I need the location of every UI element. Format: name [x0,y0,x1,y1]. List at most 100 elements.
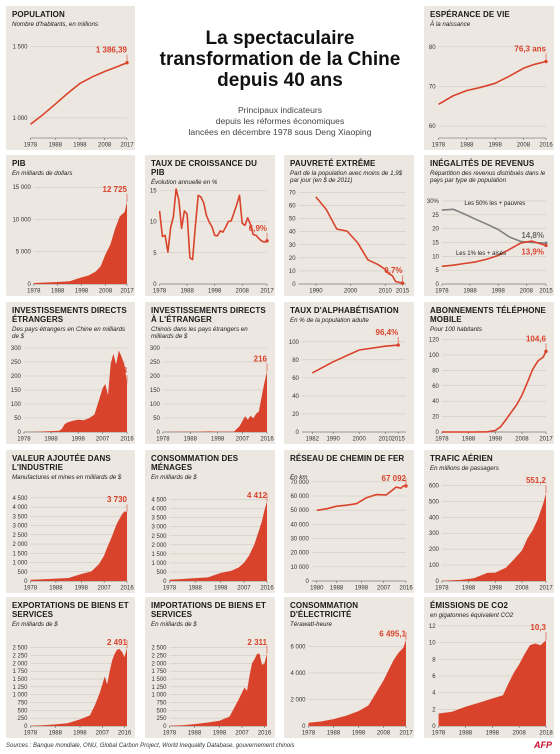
y-tick-label: 750 [17,701,28,707]
y-tick-label: 4 000 [12,505,28,511]
y-tick-label: 0 [296,430,300,436]
subtitle-line-1: Principaux indicateurs [237,105,323,115]
y-tick-label: 500 [17,708,28,714]
y-tick-label: 10 [150,220,157,226]
last-value-label: 216 [254,354,268,363]
title-line-2: transformation de la Chine [159,49,401,70]
chart-svg: 0 10 000 20 000 30 000 40 000 50 000 60 000 70 … [290,474,413,592]
x-tick-label: 1988 [188,731,202,737]
chart-svg: 0 10 20 30 40 50 60 70 1990 2000 2010 2015 0,7% [289,191,410,295]
end-point [544,243,548,248]
chart-subtitle: En milliards de dollars [12,170,73,177]
y-tick-label: 10 [432,254,439,260]
chart-subtitle: En % de la population adulte [290,317,369,324]
x-tick-label: 2016 [399,586,413,592]
chart-subtitle: Pour 100 habitants [430,326,482,333]
x-tick-label: 2008 [515,586,529,592]
series-area [308,639,406,726]
y-tick-label: 4 [432,691,436,697]
x-tick-label: 1978 [302,731,316,737]
x-tick-label: 1998 [213,731,227,737]
y-tick-label: 200 [429,547,440,553]
y-tick-label: 50 [153,416,160,422]
series-area [441,493,546,581]
x-tick-label: 2008 [520,289,534,295]
y-tick-label: 0 [163,579,167,585]
x-tick-label: 2007 [235,731,249,737]
end-point [404,484,408,488]
x-tick-label: 1978 [432,731,446,737]
x-tick-label: 2018 [539,731,553,737]
y-tick-label: 1 750 [151,669,167,675]
chart-subtitle: À la naissance [430,21,471,28]
y-tick-label: 2 000 [12,661,28,667]
series-line [30,61,128,125]
y-tick-label: 80 [432,368,439,374]
x-tick-label: 1998 [75,289,89,295]
x-tick-label: 1978 [17,437,31,443]
y-tick-label: 1 000 [151,561,167,567]
chart-svg: 0 5 10 15 20 25 30% 1978 1988 1998 2008 2015 Les 50%… [427,199,553,295]
label-poor: Les 50% les + pauvres [464,201,525,207]
x-tick-label: 1990 [326,437,340,443]
y-tick-label: 20 [292,412,299,418]
y-tick-label: 1 500 [12,551,28,557]
y-tick-label: 40 [432,399,439,405]
last-value-label: 0,7% [384,266,402,275]
chart-title: ESPÉRANCE DE VIE [430,10,510,19]
panel-population: POPULATION Nombre d'habitants, en million… [6,6,135,150]
y-tick-label: 150 [150,388,161,394]
x-tick-label: 1988 [49,143,63,149]
y-tick-label: 60 [292,376,299,382]
x-tick-label: 1988 [44,437,58,443]
x-tick-label: 1978 [435,289,449,295]
y-tick-label: 4 000 [151,507,167,513]
panel-rail: RÉSEAU DE CHEMIN DE FER En km 0 10 000 20 00… [284,450,414,593]
y-tick-label: 0 [24,579,28,585]
x-tick-label: 1990 [309,289,323,295]
x-tick-label: 1998 [489,586,503,592]
chart-title: EXPORTATIONS DE BIENS ET SERVICES [12,601,129,619]
x-tick-label: 1978 [153,289,167,295]
series-area [33,201,127,284]
x-tick-label: 2015 [539,289,553,295]
chart-title: CONSOMMATION D'ÉLECTRICITÉ [290,601,359,619]
y-tick-label: 0 [436,282,440,288]
panel-consommation: CONSOMMATION DES MÉNAGES En milliards de … [145,450,275,593]
chart-svg: 0 5 000 10 000 15 000 1978 1988 1998 2008 2017 12… [12,185,134,295]
x-tick-label: 1998 [75,586,89,592]
y-tick-label: 500 [17,570,28,576]
y-tick-label: 500 [156,708,167,714]
panel-ide-sortants: INVESTISSEMENTS DIRECTS À L'ÉTRANGER Chin… [145,302,275,444]
y-tick-label: 250 [11,360,22,366]
x-tick-label: 1978 [24,143,38,149]
x-tick-label: 1998 [491,289,505,295]
y-tick-label: 4 500 [151,498,167,504]
last-value-label: 6,9% [249,224,267,233]
x-tick-label: 2017 [120,289,134,295]
y-tick-label: 0 [27,282,31,288]
y-tick-label: 10 000 [290,565,309,571]
chart-title: CONSOMMATION DES MÉNAGES [151,454,239,472]
y-tick-label: 1 250 [151,685,167,691]
chart-svg: 0 2 000 4 000 6 000 1978 1988 1998 2008 2017 6 49… [290,630,413,737]
x-tick-label: 1982 [306,437,320,443]
chart-svg: 0 50 100 150 200 250 300 1978 1988 1998 2007 2016 16… [11,346,134,443]
y-tick-label: 500 [156,570,167,576]
subtitle-line-2: depuis les réformes économiques [215,116,345,126]
x-tick-label: 2008 [98,143,112,149]
x-tick-label: 2008 [512,731,526,737]
series-line [158,188,268,261]
x-tick-label: 2008 [99,289,113,295]
y-tick-label: 60 000 [290,494,309,500]
y-tick-label: 0 [305,579,309,585]
sources-note: Sources : Banque mondiale, ONU, Global C… [6,743,295,749]
chart-svg: 0 20 40 60 80 100 120 1978 1988 1998 2008 2017 104,6 [429,335,553,443]
chart-subtitle: En km [290,474,308,481]
chart-subtitle: Répartition des revenus distribués dans … [430,170,546,185]
y-tick-label: 0 [292,282,296,288]
last-value-label: 3 730 [107,495,128,504]
y-tick-label: 6 [432,674,436,680]
chart-subtitle: Part de la population avec moins de 1,9$… [290,170,403,185]
last-value-label: 2 311 [247,638,267,647]
